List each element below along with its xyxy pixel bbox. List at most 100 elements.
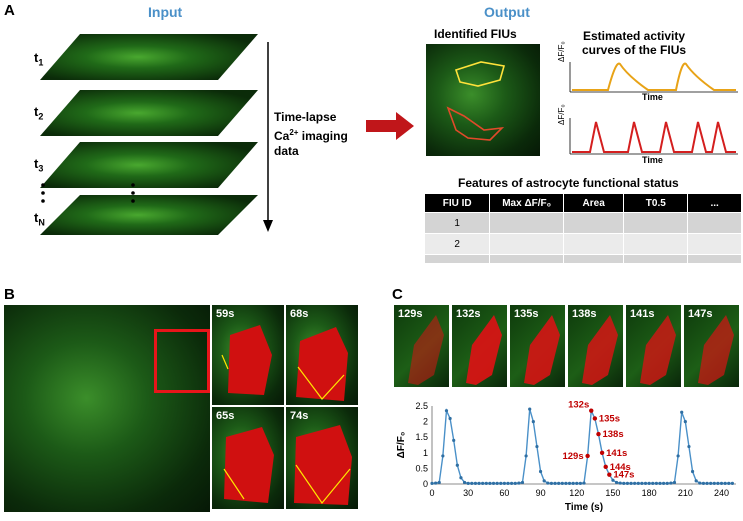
x-tick-label: 210 — [678, 488, 693, 498]
panel-c-tile: 141s — [626, 305, 681, 387]
data-point — [488, 481, 492, 485]
data-point — [690, 469, 695, 474]
data-point — [709, 481, 713, 485]
time-label-t3: t3 — [34, 156, 44, 174]
col-max-df: Max ΔF/F₀ — [489, 193, 564, 213]
annotation-label: 129s — [562, 451, 583, 462]
red-activity-curve — [572, 121, 736, 153]
output-header: Output — [484, 4, 530, 20]
data-point — [466, 481, 470, 485]
x-tick-label: 120 — [569, 488, 584, 498]
panel-c-tile: 129s — [394, 305, 449, 387]
data-point — [683, 420, 687, 424]
data-point — [665, 481, 669, 485]
data-point — [553, 481, 557, 485]
data-point — [647, 481, 651, 485]
annotation-point — [592, 416, 598, 421]
data-point — [437, 480, 441, 485]
col-t05: T0.5 — [623, 193, 689, 213]
data-point — [629, 481, 633, 485]
panel-b-tile: 68s — [286, 305, 358, 405]
data-point — [727, 481, 731, 485]
features-table: FIU ID Max ΔF/F₀ Area T0.5 ... 1 2 — [423, 193, 742, 264]
data-point — [491, 481, 496, 485]
data-point — [614, 480, 619, 485]
roi-red-box — [154, 329, 210, 393]
y-tick-label: 2 — [423, 417, 428, 427]
data-point — [687, 444, 691, 449]
time-arrow — [263, 42, 273, 232]
data-point — [459, 476, 463, 480]
data-point — [698, 481, 702, 485]
x-tick-label: 180 — [642, 488, 657, 498]
data-point — [549, 481, 554, 485]
panel-c-tile: 147s — [684, 305, 739, 387]
data-point — [520, 480, 525, 485]
panel-c-letter: C — [392, 286, 403, 303]
x-tick-label: 0 — [429, 488, 434, 498]
curve1-xlabel: Time — [642, 92, 663, 102]
data-point — [680, 410, 684, 414]
time-label-tN: tN — [34, 210, 45, 228]
panel-b-tile: 65s — [212, 407, 284, 509]
data-point — [528, 407, 532, 411]
layer-t2 — [40, 90, 258, 136]
panel-c-tile: 138s — [568, 305, 623, 387]
data-point — [430, 481, 434, 485]
data-point — [625, 481, 630, 485]
data-point — [719, 481, 724, 485]
fiu-image — [426, 44, 540, 156]
curve2-xlabel: Time — [642, 155, 663, 165]
data-point — [434, 481, 438, 485]
curves-title: Estimated activity curves of the FIUs — [582, 29, 687, 57]
y-tick-label: 0 — [423, 479, 428, 489]
data-point — [672, 480, 677, 485]
layer-t3 — [40, 142, 258, 188]
data-point — [538, 469, 543, 474]
panel-c-chart: 0 0.5 1 1.5 2 2.5 0 30 60 90 120 150 180 210 240 Time (… — [396, 400, 736, 513]
data-point — [441, 454, 445, 458]
table-row — [423, 254, 742, 264]
data-point — [694, 479, 698, 483]
y-tick-label: 1 — [423, 448, 428, 458]
data-point — [557, 481, 561, 485]
x-tick-label: 60 — [499, 488, 509, 498]
data-point — [578, 481, 582, 485]
panel-b-letter: B — [4, 286, 15, 303]
data-point — [651, 481, 655, 485]
data-point — [546, 481, 550, 485]
data-point — [723, 481, 727, 485]
annotation-label: 147s — [613, 470, 634, 481]
identified-fius-title: Identified FIUs — [434, 27, 517, 41]
data-point — [535, 444, 539, 449]
data-point — [560, 481, 564, 485]
annotation-point — [607, 472, 612, 477]
time-label-t1: t1 — [34, 50, 44, 68]
curve2-ylabel: ΔF/F₀ — [557, 104, 566, 125]
series-line — [431, 407, 733, 485]
annotation-label: 135s — [599, 413, 620, 424]
panel-c-tile: 132s — [452, 305, 507, 387]
annotation-point — [599, 450, 605, 455]
data-point — [524, 454, 528, 458]
input-header: Input — [148, 4, 183, 20]
y-axis-label: ΔF/F₀ — [396, 432, 407, 459]
data-point — [564, 481, 568, 485]
data-point — [669, 481, 673, 485]
annotation-point — [585, 453, 590, 459]
input-image-stack — [40, 34, 258, 235]
yellow-activity-curve — [572, 62, 736, 91]
annotation-label: 132s — [568, 400, 589, 411]
data-point — [531, 420, 535, 424]
data-point — [633, 481, 637, 485]
data-point — [477, 481, 481, 485]
data-point — [575, 481, 579, 485]
data-point — [455, 463, 459, 467]
panel-b-overview-image — [4, 305, 210, 512]
x-tick-label: 240 — [714, 488, 729, 498]
annotation-label: 138s — [602, 429, 623, 440]
data-point — [643, 481, 648, 485]
table-row: 2 — [423, 233, 742, 255]
data-point — [730, 481, 734, 485]
red-block-arrow — [366, 112, 414, 140]
